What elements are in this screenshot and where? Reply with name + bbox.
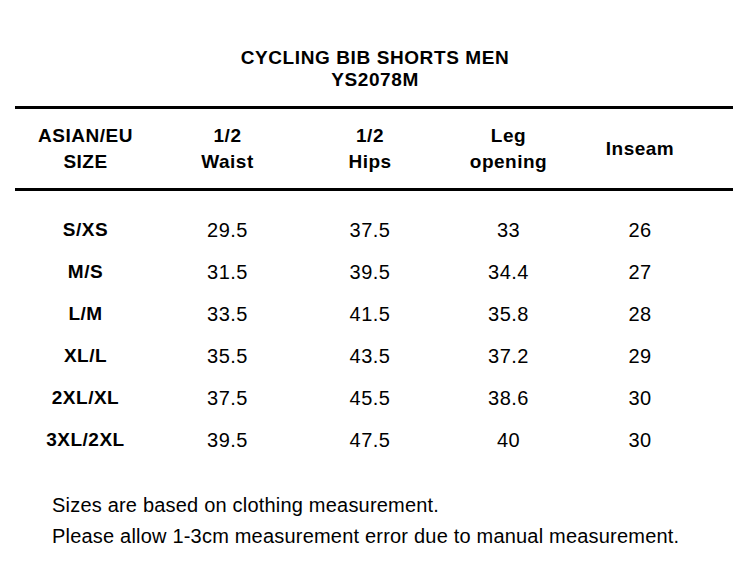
column-header-line: opening: [470, 149, 547, 175]
column-header-line: 1/2: [214, 123, 242, 149]
inseam-cell: 28: [576, 293, 733, 335]
column-header-line: ASIAN/EU: [38, 123, 133, 149]
column-header-half-hips: 1/2 Hips: [299, 109, 441, 188]
inseam-cell: 30: [576, 419, 733, 461]
half-waist-cell: 31.5: [156, 251, 299, 293]
leg-opening-cell: 38.6: [441, 377, 576, 419]
inseam-cell: 29: [576, 335, 733, 377]
column-header-line: 1/2: [356, 123, 384, 149]
size-cell: 3XL/2XL: [15, 419, 156, 461]
product-code: YS2078M: [0, 69, 750, 91]
half-waist-cell: 33.5: [156, 293, 299, 335]
size-cell: M/S: [15, 251, 156, 293]
half-waist-cell: 29.5: [156, 209, 299, 251]
column-header-half-waist: 1/2 Waist: [156, 109, 299, 188]
divider-header: [15, 188, 733, 191]
half-hips-cell: 39.5: [299, 251, 441, 293]
size-cell: XL/L: [15, 335, 156, 377]
table-row: S/XS 29.5 37.5 33 26: [15, 209, 733, 251]
column-header-line: Leg: [491, 123, 526, 149]
half-hips-cell: 41.5: [299, 293, 441, 335]
column-header-line: SIZE: [63, 149, 107, 175]
half-waist-cell: 35.5: [156, 335, 299, 377]
column-header-leg-opening: Leg opening: [441, 109, 576, 188]
size-cell: L/M: [15, 293, 156, 335]
product-title: CYCLING BIB SHORTS MEN: [0, 47, 750, 69]
half-waist-cell: 37.5: [156, 377, 299, 419]
table-row: XL/L 35.5 43.5 37.2 29: [15, 335, 733, 377]
leg-opening-cell: 34.4: [441, 251, 576, 293]
leg-opening-cell: 40: [441, 419, 576, 461]
leg-opening-cell: 35.8: [441, 293, 576, 335]
inseam-cell: 30: [576, 377, 733, 419]
table-row: 2XL/XL 37.5 45.5 38.6 30: [15, 377, 733, 419]
half-hips-cell: 37.5: [299, 209, 441, 251]
table-row: L/M 33.5 41.5 35.8 28: [15, 293, 733, 335]
column-header-line: Hips: [348, 149, 391, 175]
footnote-measurement-error: Please allow 1-3cm measurement error due…: [52, 521, 679, 552]
half-hips-cell: 47.5: [299, 419, 441, 461]
table-row: M/S 31.5 39.5 34.4 27: [15, 251, 733, 293]
size-chart-page: CYCLING BIB SHORTS MEN YS2078M ASIAN/EU …: [0, 0, 750, 586]
column-header-inseam: Inseam: [576, 109, 733, 188]
footnote-measurement-basis: Sizes are based on clothing measurement.: [52, 490, 679, 521]
product-title-block: CYCLING BIB SHORTS MEN YS2078M: [0, 47, 750, 91]
table-header-row: ASIAN/EU SIZE 1/2 Waist 1/2 Hips Leg ope…: [15, 109, 733, 188]
footnotes: Sizes are based on clothing measurement.…: [52, 490, 679, 552]
column-header-line: Inseam: [606, 136, 674, 162]
column-header-size: ASIAN/EU SIZE: [15, 109, 156, 188]
size-cell: S/XS: [15, 209, 156, 251]
inseam-cell: 27: [576, 251, 733, 293]
inseam-cell: 26: [576, 209, 733, 251]
leg-opening-cell: 37.2: [441, 335, 576, 377]
half-hips-cell: 43.5: [299, 335, 441, 377]
half-hips-cell: 45.5: [299, 377, 441, 419]
half-waist-cell: 39.5: [156, 419, 299, 461]
table-row: 3XL/2XL 39.5 47.5 40 30: [15, 419, 733, 461]
leg-opening-cell: 33: [441, 209, 576, 251]
column-header-line: Waist: [201, 149, 253, 175]
table-body: S/XS 29.5 37.5 33 26 M/S 31.5 39.5 34.4 …: [15, 209, 733, 461]
size-cell: 2XL/XL: [15, 377, 156, 419]
